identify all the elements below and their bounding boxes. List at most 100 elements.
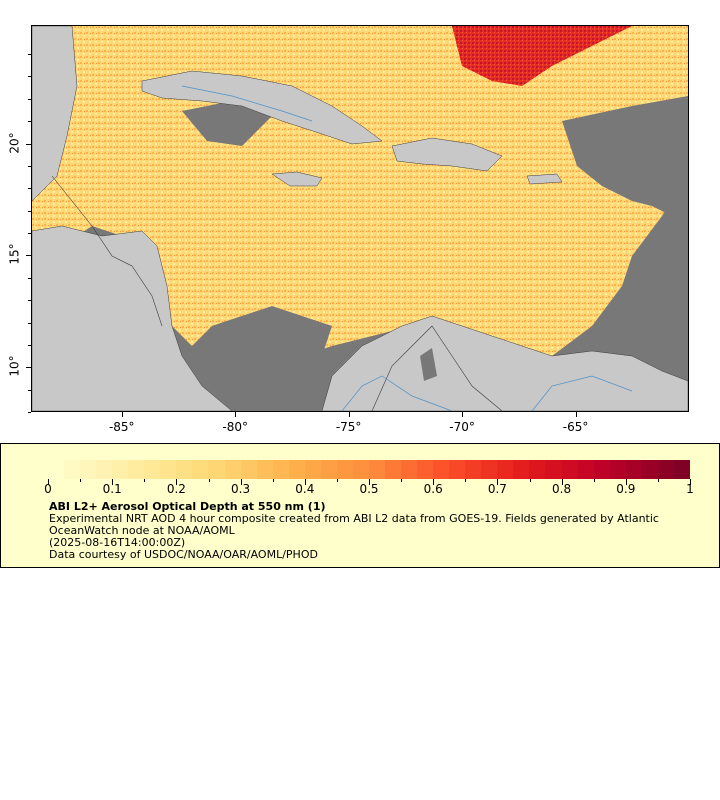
y-tick-mark: [26, 367, 31, 369]
colorbar-swatch: [513, 460, 530, 479]
colorbar-tick-label: 0.7: [487, 482, 507, 496]
colorbar-tick: [112, 479, 114, 485]
y-minor-tick: [28, 233, 31, 235]
map-plot-area: [31, 25, 689, 412]
colorbar-tick-label: 0.5: [359, 482, 379, 496]
no-data-patch-north: [182, 101, 272, 146]
y-minor-tick: [28, 98, 31, 100]
colorbar-tick: [497, 479, 499, 485]
colorbar-minor-tick: [272, 479, 274, 482]
x-tick-label: -85°: [108, 420, 135, 434]
colorbar-tick: [561, 479, 563, 485]
land-hispaniola: [391, 137, 503, 172]
colorbar-tick: [690, 479, 691, 485]
river-lines-3: [181, 85, 313, 122]
colorbar-tick: [369, 479, 370, 485]
border-lines: [51, 175, 163, 327]
colorbar-tick-label: 0.6: [423, 482, 443, 496]
colorbar-ticks: [48, 479, 691, 485]
colorbar-tick-label: 0.3: [231, 482, 251, 496]
legend-title: ABI L2+ Aerosol Optical Depth at 550 nm …: [49, 500, 326, 513]
colorbar-minor-tick: [144, 479, 146, 482]
colorbar-tick-label: 0.8: [552, 482, 572, 496]
y-minor-tick: [28, 210, 31, 212]
colorbar-minor-tick: [529, 479, 531, 482]
y-minor-tick: [28, 277, 31, 279]
no-data-patch-east: [562, 96, 688, 216]
colorbar-swatch: [593, 460, 610, 479]
colorbar-swatch: [48, 460, 65, 479]
colorbar-tick-label: 0.4: [295, 482, 315, 496]
y-tick-mark: [26, 143, 31, 145]
colorbar-swatch: [352, 460, 369, 479]
colorbar-swatch: [176, 460, 193, 479]
y-tick-label: 15°: [7, 243, 22, 266]
land-puerto-rico: [526, 173, 563, 185]
colorbar-swatch: [449, 460, 466, 479]
colorbar-tick: [240, 479, 242, 485]
land-central-america: [32, 26, 233, 411]
colorbar-swatch: [336, 460, 353, 479]
y-minor-tick: [28, 412, 31, 413]
colorbar-minor-tick: [401, 479, 403, 482]
colorbar-swatch: [673, 460, 690, 479]
y-minor-tick: [28, 188, 31, 190]
colorbar-tick: [304, 479, 306, 485]
colorbar-swatch: [80, 460, 97, 479]
x-tick-label: -80°: [222, 420, 249, 434]
colorbar-swatch: [417, 460, 434, 479]
colorbar-minor-tick: [465, 479, 467, 482]
x-tick-label: -65°: [562, 420, 589, 434]
land-cuba: [141, 70, 383, 145]
y-minor-tick: [28, 121, 31, 123]
river-lines-2: [531, 375, 633, 411]
colorbar-swatch: [320, 460, 337, 479]
y-minor-tick: [28, 300, 31, 302]
colorbar-minor-tick: [336, 479, 338, 482]
border-lines-sa: [371, 325, 503, 411]
x-tick-mark: [235, 412, 237, 417]
colorbar-tick: [433, 479, 435, 485]
colorbar-minor-tick: [208, 479, 210, 482]
colorbar-swatch: [224, 460, 241, 479]
y-minor-tick: [28, 165, 31, 167]
colorbar-swatch: [272, 460, 289, 479]
colorbar-swatch: [433, 460, 450, 479]
colorbar-swatch: [545, 460, 562, 479]
x-tick-mark: [462, 412, 464, 417]
x-tick-mark: [121, 412, 123, 417]
colorbar-tick: [48, 479, 49, 485]
aerosol-map: [32, 26, 688, 411]
colorbar-swatch: [112, 460, 129, 479]
lake-maracaibo: [420, 348, 437, 381]
x-tick-mark: [348, 412, 350, 417]
colorbar-swatch: [577, 460, 594, 479]
colorbar-swatch: [368, 460, 385, 479]
x-tick-label: -70°: [449, 420, 475, 434]
colorbar-minor-tick: [593, 479, 595, 482]
no-data-patch-south: [212, 306, 332, 371]
colorbar-swatch: [609, 460, 626, 479]
y-minor-tick: [28, 389, 31, 391]
legend-timestamp: (2025-08-16T14:00:00Z): [49, 536, 186, 549]
y-minor-tick: [28, 322, 31, 324]
colorbar-swatch: [256, 460, 273, 479]
land-south-america: [321, 315, 688, 411]
colorbar-swatch: [128, 460, 145, 479]
colorbar-tick: [625, 479, 627, 485]
y-minor-tick: [28, 344, 31, 346]
colorbar-tick-label: 0: [44, 482, 52, 496]
colorbar-swatch: [625, 460, 642, 479]
legend-text: ABI L2+ Aerosol Optical Depth at 550 nm …: [49, 501, 689, 561]
river-lines: [341, 375, 453, 411]
high-aod-plume: [452, 26, 632, 86]
colorbar-swatch: [497, 460, 514, 479]
y-tick-mark: [26, 255, 31, 257]
colorbar-swatch: [192, 460, 209, 479]
colorbar-swatch: [208, 460, 225, 479]
colorbar-tick-label: 0.1: [102, 482, 122, 496]
colorbar-tick-label: 1: [686, 482, 694, 496]
x-tick-label: -75°: [335, 420, 362, 434]
colorbar-swatch: [144, 460, 161, 479]
y-tick-label: 10°: [7, 355, 22, 377]
